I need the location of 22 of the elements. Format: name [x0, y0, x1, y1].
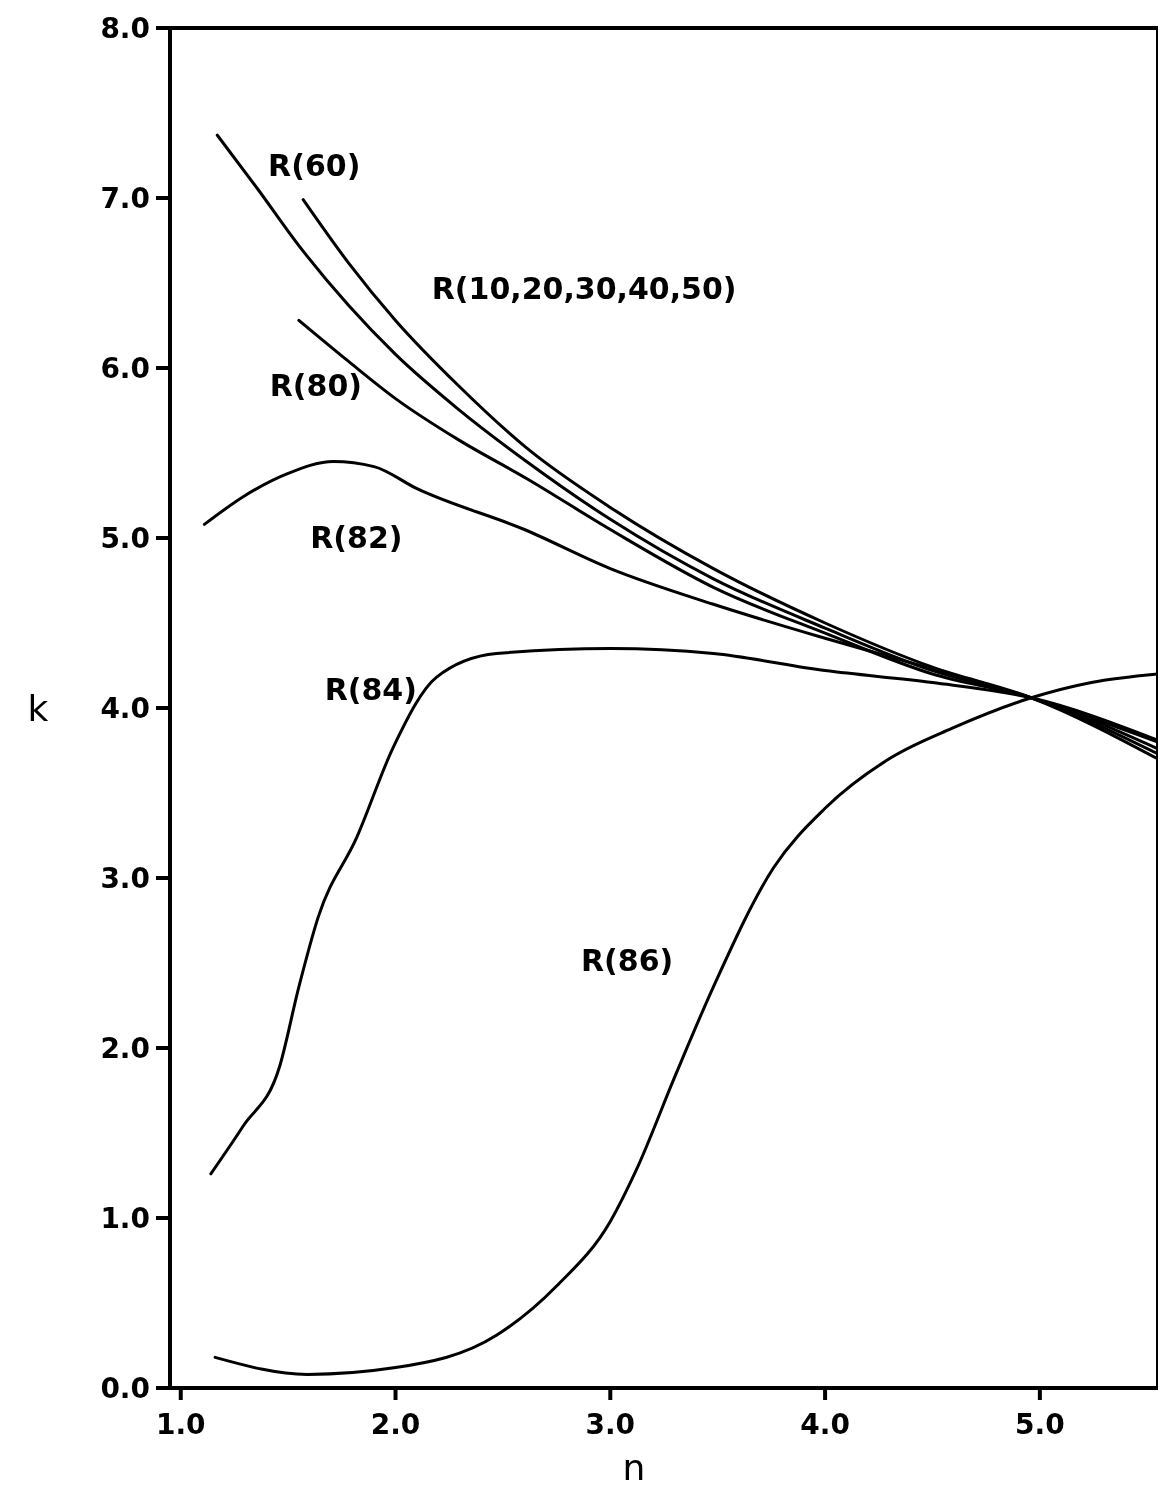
y-axis-title: k: [27, 687, 49, 729]
y-tick-label: 8.0: [100, 11, 150, 45]
y-tick-label: 1.0: [100, 1201, 150, 1235]
x-tick-label: 5.0: [1015, 1408, 1065, 1441]
series-label: R(10,20,30,40,50): [431, 271, 737, 307]
y-tick-label: 7.0: [100, 181, 150, 215]
series-label: R(80): [269, 367, 363, 403]
y-tick-label: 4.0: [100, 691, 150, 725]
series-label: R(82): [310, 519, 403, 555]
x-tick-label: 2.0: [370, 1408, 421, 1441]
y-tick-label: 3.0: [100, 861, 150, 895]
series-label: R(60): [268, 147, 361, 183]
y-tick-label: 6.0: [100, 351, 150, 385]
y-tick-label: 5.0: [100, 521, 150, 555]
x-tick-label: 3.0: [585, 1408, 636, 1441]
series-label: R(86): [580, 942, 674, 978]
x-axis-title: n: [622, 1447, 646, 1488]
x-tick-label: 4.0: [800, 1408, 850, 1441]
x-tick-label: 1.0: [155, 1408, 206, 1441]
y-tick-label: 2.0: [100, 1031, 150, 1065]
y-tick-label: 0.0: [100, 1371, 150, 1405]
series-label: R(84): [324, 672, 417, 708]
